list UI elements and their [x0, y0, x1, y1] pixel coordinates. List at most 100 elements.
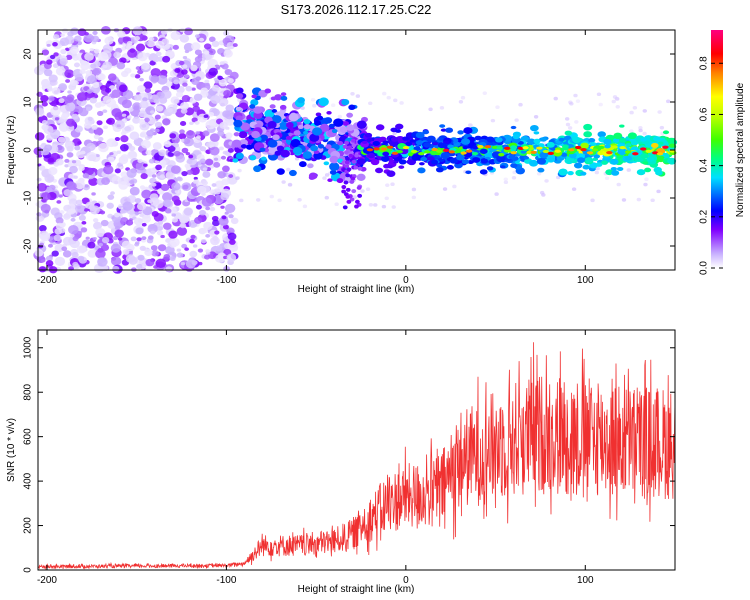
spectrogram-cell [610, 166, 617, 171]
spectrogram-cell [138, 110, 147, 118]
spectrogram-cell [59, 58, 68, 66]
spectrogram-cell [61, 113, 69, 120]
spectrogram-cells [33, 26, 678, 274]
spectrogram-cell [656, 189, 661, 194]
spectrogram-cell [240, 122, 250, 131]
spectrogram-cell [356, 120, 367, 129]
spectrogram-cell [109, 93, 115, 98]
spectrogram-cell [318, 97, 329, 107]
spectrogram-cell [264, 88, 272, 94]
spectrogram-cell [74, 35, 82, 42]
spectrogram-cell [395, 129, 402, 133]
spectrogram-cell [217, 171, 226, 179]
spectrogram-cell [474, 135, 482, 141]
snr-y-ticks: 0 200 400 600 800 1000 [23, 336, 675, 573]
spectrogram-cell [156, 91, 165, 99]
spectrogram-cell [48, 74, 58, 83]
x-tick-label: 0 [403, 275, 409, 286]
spectrogram-cell [205, 206, 211, 211]
spectrogram-peak [396, 150, 403, 154]
spectrogram-cell [567, 126, 573, 130]
spectrogram-cell [141, 123, 147, 128]
spectrogram-cell [195, 131, 201, 135]
spectrogram-cell [323, 161, 330, 166]
spectrogram-cell [48, 96, 55, 102]
spectrogram-cell [149, 99, 154, 103]
spectrogram-cell [287, 182, 293, 187]
spectrogram-cell [350, 138, 356, 143]
spectrogram-cell [92, 67, 102, 76]
spectrogram-cell [180, 262, 186, 266]
spectrogram-cell [75, 199, 83, 206]
spectrogram-cell [126, 168, 137, 178]
spectrogram-cell [92, 82, 100, 89]
spectrogram-peak [568, 148, 575, 152]
spectrogram-cell [193, 180, 198, 184]
snr-frame [37, 329, 676, 571]
spectrogram-cell [73, 175, 78, 179]
spectrogram-cell [150, 75, 160, 83]
spectrogram-cell [461, 159, 470, 165]
spectrogram-cell [201, 197, 213, 207]
spectrogram-cell [326, 110, 332, 115]
spectrogram-cell [132, 102, 142, 111]
spectrogram-cell [205, 234, 211, 238]
snr-x-label: Height of straight line (km) [298, 584, 415, 595]
spectrogram-cell [74, 145, 81, 151]
spectrogram-peak [510, 151, 517, 155]
spectrogram-peak [652, 151, 659, 155]
spectrogram-cell [398, 159, 407, 165]
spectrogram-cell [132, 26, 143, 36]
spectrogram-cell [129, 131, 140, 141]
spectrogram-peak [391, 151, 399, 155]
spectrogram-cell [657, 110, 662, 114]
spectrogram-cell [245, 144, 253, 150]
spectrogram-cell [84, 32, 89, 36]
spectrogram-cell [54, 243, 65, 253]
spectrogram-cell [598, 102, 603, 107]
spectrogram-cell [139, 213, 145, 218]
spectrogram-cell [494, 192, 499, 196]
spectrogram-cell [611, 99, 616, 104]
spectrogram-cell [98, 136, 104, 142]
spectrogram-cell [594, 170, 599, 175]
spectrogram-cell [69, 165, 78, 174]
spectrogram-cell [351, 143, 357, 148]
spectrogram-cell [182, 55, 188, 60]
spectrogram-cell [219, 121, 228, 129]
spectrogram-cell [666, 99, 671, 104]
spectrogram-cell [346, 167, 352, 172]
spectrogram-cell [349, 197, 355, 202]
spectrogram-cell [211, 183, 217, 187]
spectrogram-cell [132, 116, 141, 124]
spectrogram-cell [636, 197, 642, 202]
spectrogram-cell [438, 158, 445, 162]
spectrogram-cell [90, 63, 97, 69]
spectrogram-cell [77, 230, 83, 235]
spectrogram-cell [55, 158, 64, 166]
spectrogram-peak [640, 147, 647, 151]
spectrogram-cell [224, 110, 235, 120]
spectrogram-cell [54, 228, 63, 235]
spectrogram-cell [240, 144, 247, 149]
spectrogram-cell [100, 219, 109, 227]
spectrogram-cell [636, 169, 646, 176]
spectrogram-cell [53, 52, 59, 57]
spectrogram-cell [384, 196, 389, 201]
spectrogram-cell [120, 135, 129, 143]
spectrogram-cell [544, 179, 549, 183]
spectrogram-cell [181, 170, 188, 177]
spectrogram-cell [251, 130, 260, 139]
spectrogram-cell [195, 204, 202, 210]
spectrogram-peak [656, 152, 664, 156]
y-tick-label: 600 [23, 428, 34, 445]
y-tick-label: -10 [23, 190, 34, 205]
y-tick-label: 200 [23, 517, 34, 534]
spectrogram-cell [183, 27, 193, 36]
spectrogram-cell [166, 107, 173, 113]
spectrogram-cell [135, 227, 144, 235]
spectrogram-cell [141, 215, 151, 224]
spectrogram-cell [185, 130, 196, 139]
spectrogram-cell [536, 171, 542, 176]
spectrogram-cell [60, 33, 65, 37]
